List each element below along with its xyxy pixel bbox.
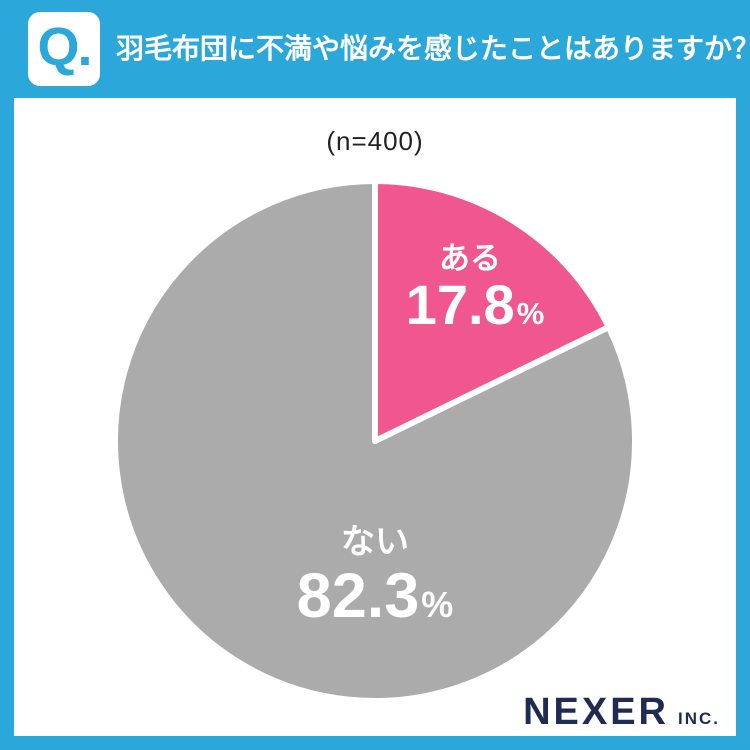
question-title: 羽毛布団に不満や悩みを感じたことはありますか？ bbox=[116, 33, 750, 65]
q-badge: Q. bbox=[28, 12, 100, 86]
chart-panel: (n=400) ある 17.8% ない 82.3% NEXER INC. bbox=[14, 98, 736, 736]
brand-name: NEXER bbox=[523, 691, 669, 733]
pie-slice-1-unit: % bbox=[421, 584, 453, 625]
brand-suffix: INC. bbox=[678, 709, 720, 728]
pie-slice-0-unit: % bbox=[517, 296, 545, 331]
pie-slice-1-value: 82.3% bbox=[297, 561, 454, 631]
pie-slice-0 bbox=[372, 178, 612, 444]
pie-slice-0-number: 17.8 bbox=[406, 273, 515, 336]
q-badge-label: Q. bbox=[37, 17, 92, 77]
pie-slice-1-label: ない bbox=[341, 523, 409, 561]
header: Q. 羽毛布団に不満や悩みを感じたことはありますか？ bbox=[0, 0, 750, 98]
pie-slice-1-number: 82.3 bbox=[297, 561, 420, 631]
pie-slice-0-label: ある bbox=[439, 241, 501, 276]
pie-chart: ある 17.8% ない 82.3% bbox=[112, 178, 638, 704]
pie-slice-0-value: 17.8% bbox=[406, 273, 545, 336]
sample-size-label: (n=400) bbox=[326, 126, 424, 156]
brand-logo: NEXER INC. bbox=[523, 691, 720, 734]
